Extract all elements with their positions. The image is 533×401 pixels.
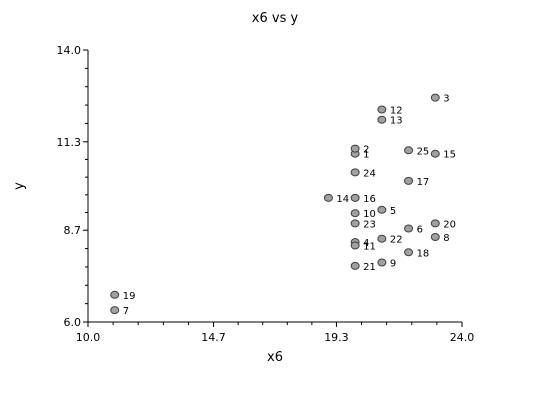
y-axis-label: y	[12, 182, 27, 190]
data-point	[404, 224, 414, 233]
point-label: 4	[363, 238, 369, 249]
x-axis-label: x6	[267, 350, 283, 365]
point-label: 2	[363, 145, 369, 156]
point-label: 19	[123, 291, 136, 302]
x-tick-label: 10.0	[76, 331, 101, 344]
data-point	[430, 149, 440, 158]
y-tick-label: 11.3	[57, 136, 82, 149]
data-point	[350, 209, 360, 218]
data-point	[377, 105, 387, 114]
y-tick-label: 6.0	[64, 316, 82, 329]
data-point	[110, 306, 120, 315]
data-point	[323, 193, 333, 202]
point-label: 18	[417, 248, 430, 259]
point-label: 15	[443, 150, 456, 161]
point-label: 3	[443, 94, 449, 105]
point-label: 20	[443, 219, 456, 230]
y-tick-label: 14.0	[57, 44, 82, 57]
data-point	[430, 93, 440, 102]
point-label: 22	[390, 235, 403, 246]
x-axis-ticks: 10.0 14.7 19.3 24.0	[76, 322, 475, 344]
point-label: 14	[336, 194, 349, 205]
data-point	[377, 258, 387, 267]
data-point	[350, 261, 360, 270]
point-label: 16	[363, 194, 376, 205]
data-point	[350, 241, 360, 250]
data-point	[350, 193, 360, 202]
data-point	[377, 234, 387, 243]
point-label: 17	[417, 177, 430, 188]
data-point	[350, 168, 360, 177]
point-label: 8	[443, 233, 449, 244]
point-label: 5	[390, 206, 396, 217]
x-tick-label: 14.7	[201, 331, 226, 344]
point-label: 1	[363, 150, 369, 161]
chart-title: x6 vs y	[252, 11, 299, 26]
y-tick-label: 8.7	[64, 224, 82, 237]
point-label: 6	[417, 225, 423, 236]
point-label: 23	[363, 219, 376, 230]
point-label: 21	[363, 262, 376, 273]
data-point	[430, 219, 440, 228]
data-point	[110, 290, 120, 299]
point-label: 10	[363, 209, 376, 220]
point-label: 13	[390, 116, 403, 127]
point-label: 25	[417, 146, 430, 157]
data-point	[430, 233, 440, 241]
point-label: 9	[390, 259, 396, 270]
data-points	[110, 93, 440, 315]
data-point	[377, 115, 387, 124]
data-point	[350, 144, 360, 153]
x-tick-label: 19.3	[324, 331, 349, 344]
data-point	[404, 146, 414, 155]
point-label: 24	[363, 168, 376, 179]
point-label: 12	[390, 106, 403, 117]
point-labels: 1234567891011121314151617181920212223242…	[123, 94, 456, 318]
data-point	[377, 205, 387, 214]
y-axis-ticks: 6.0 8.7 11.3 14.0	[57, 44, 88, 329]
data-point	[404, 176, 414, 185]
data-point	[350, 219, 360, 228]
point-label: 7	[123, 306, 129, 317]
x-tick-label: 24.0	[450, 331, 475, 344]
point-label: 11	[363, 242, 376, 253]
data-point	[404, 248, 414, 257]
